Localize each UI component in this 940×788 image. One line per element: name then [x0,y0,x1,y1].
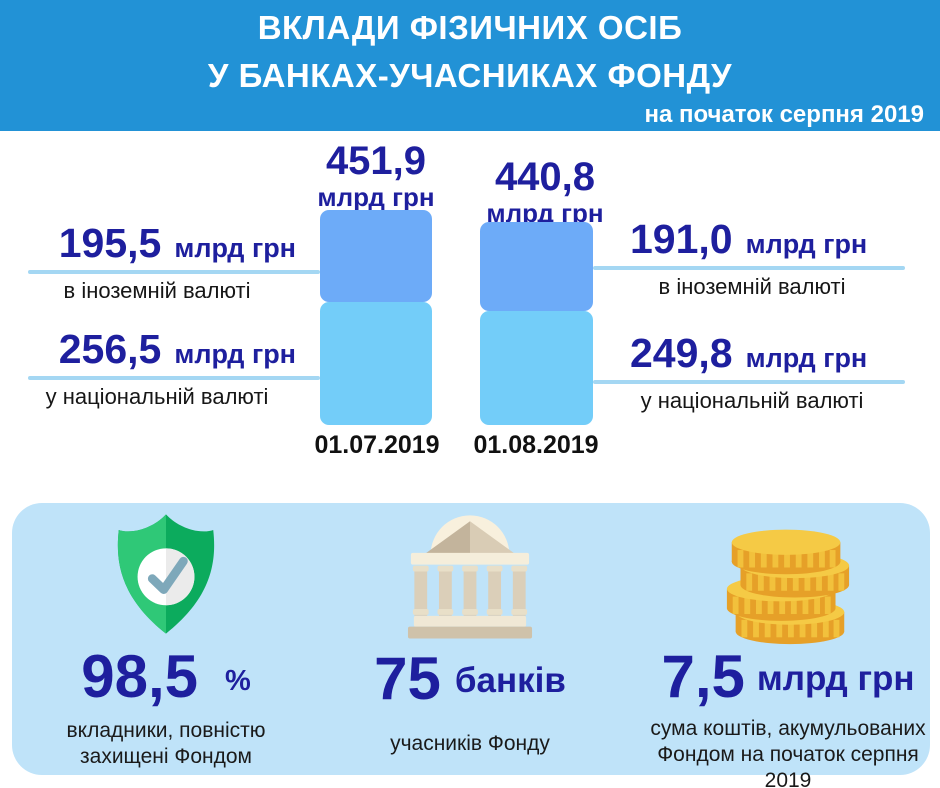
annotation-underline [593,380,905,384]
foreign-currency-label: в іноземній валюті [658,274,846,299]
annotation-value-row: 256,5 млрд грн [28,326,320,374]
bar1-national-segment [320,302,432,425]
bar1-total-value: 451,9 [325,139,427,183]
national-currency-label: у національній валюті [45,384,269,409]
bank-building-icon [406,505,534,645]
annotation-underline [593,266,905,270]
annotation-national-july: 256,5 млрд грн у національній валюті [28,326,320,410]
protected-caption-line1: вкладники, повністю [66,719,266,742]
foreign-august-unit: млрд грн [745,229,868,259]
main-title-line1: ВКЛАДИ ФІЗИЧНИХ ОСІБ [257,9,683,46]
annotation-value-row: 191,0 млрд грн [593,216,905,264]
header-period-label: на початок серпня 2019 [644,101,924,128]
annotation-value-row: 249,8 млрд грн [593,330,905,378]
foreign-currency-label: в іноземній валюті [63,278,251,303]
stat-protected-depositors: 98,5 % вкладники, повністю захищені Фонд… [26,505,306,770]
stat-accumulated-funds: 7,5 млрд грн сума коштів, акумульованих … [633,505,940,788]
shield-check-icon [110,505,222,643]
funds-caption-line1: сума коштів, акумульованих [650,717,926,740]
annotation-national-august: 249,8 млрд грн у національній валюті [593,330,905,414]
protected-percent-value: 98,5 [81,643,198,710]
national-currency-label: у національній валюті [640,388,864,413]
bar1-date-label: 01.07.2019 [314,431,440,459]
annotation-value-row: 195,5 млрд грн [28,220,320,268]
national-july-unit: млрд грн [174,339,296,369]
banks-count-value: 75 [374,645,441,712]
stat-value-row: 98,5 % [81,647,251,707]
bar2-total-unit: млрд грн [486,198,604,228]
coins-stack-icon [718,505,858,647]
funds-caption-line2: Фондом на початок серпня 2019 [657,743,919,788]
bar1-total-label: 451,9 млрд грн [296,141,456,210]
protected-percent-unit: % [224,665,251,697]
bar2-foreign-segment [480,222,593,311]
bar2-total-value: 440,8 [494,155,596,199]
protected-caption: вкладники, повністю захищені Фондом [66,718,265,770]
annotation-foreign-august: 191,0 млрд грн в іноземній валюті [593,216,905,300]
bar-column-01-08-2019 [480,222,593,425]
banks-count-unit: банків [454,661,566,700]
foreign-july-value: 195,5 [58,220,162,266]
bar-column-01-07-2019 [320,210,432,425]
main-title-line2: У БАНКАХ-УЧАСНИКАХ ФОНДУ [207,57,733,94]
foreign-july-unit: млрд грн [174,233,296,263]
annotation-underline [28,376,320,380]
stat-value-row: 75 банків [374,649,566,709]
funds-caption: сума коштів, акумульованих Фондом на поч… [633,716,940,788]
bar2-national-segment [480,311,593,425]
header-banner: ВКЛАДИ ФІЗИЧНИХ ОСІБ У БАНКАХ-УЧАСНИКАХ … [0,0,940,131]
stat-member-banks: 75 банків учасників Фонду [330,505,610,757]
bar1-foreign-segment [320,210,432,302]
banks-caption-line1: учасників Фонду [390,732,550,755]
bar2-date-label: 01.08.2019 [473,431,599,459]
national-august-unit: млрд грн [745,343,868,373]
funds-amount-unit: млрд грн [756,659,915,698]
national-july-value: 256,5 [58,326,162,372]
banks-caption: учасників Фонду [390,731,550,757]
bar1-total-unit: млрд грн [317,182,435,212]
bar2-total-label: 440,8 млрд грн [465,157,625,226]
national-august-value: 249,8 [630,330,733,376]
foreign-august-value: 191,0 [630,216,733,262]
stat-value-row: 7,5 млрд грн [661,647,914,707]
funds-amount-value: 7,5 [661,643,745,710]
annotation-underline [28,270,320,274]
annotation-foreign-july: 195,5 млрд грн в іноземній валюті [28,220,320,304]
protected-caption-line2: захищені Фондом [80,745,252,769]
